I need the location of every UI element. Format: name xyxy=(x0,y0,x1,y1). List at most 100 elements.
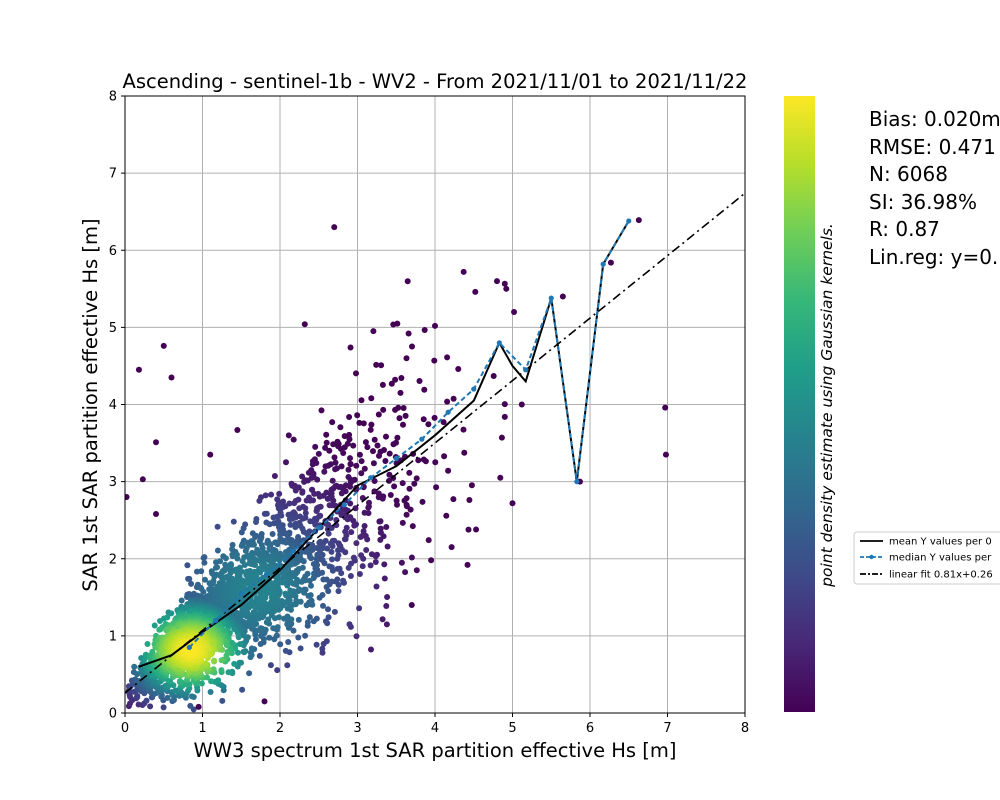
stat-si: SI: 36.98% xyxy=(869,189,977,214)
density-point xyxy=(415,457,422,464)
density-point xyxy=(368,421,375,428)
density-point xyxy=(256,652,263,659)
density-point xyxy=(466,497,473,503)
density-point xyxy=(311,490,318,497)
density-point xyxy=(386,471,393,478)
density-point xyxy=(268,491,275,498)
density-point xyxy=(331,608,338,615)
density-point xyxy=(413,567,420,574)
density-point xyxy=(329,543,336,550)
stat-r: R: 0.87 xyxy=(869,217,940,241)
density-point xyxy=(239,686,246,693)
density-point xyxy=(218,657,225,664)
outlier-point xyxy=(428,557,435,564)
stat-bias: Bias: 0.020m xyxy=(869,107,1000,131)
density-point xyxy=(215,677,222,684)
density-point xyxy=(356,605,363,612)
density-point xyxy=(360,528,367,535)
density-point xyxy=(450,395,457,402)
density-point xyxy=(384,594,391,600)
outlier-point xyxy=(635,217,642,224)
density-point xyxy=(450,496,457,503)
density-point xyxy=(299,515,306,522)
density-point xyxy=(402,412,409,419)
density-point xyxy=(301,589,308,596)
density-point xyxy=(403,355,410,362)
density-point xyxy=(277,641,284,648)
density-point xyxy=(270,514,277,521)
density-point xyxy=(299,489,306,496)
density-point xyxy=(345,564,352,571)
density-point xyxy=(265,616,272,623)
density-point xyxy=(198,680,205,687)
density-point xyxy=(147,703,154,710)
density-point xyxy=(425,421,432,428)
density-point xyxy=(348,529,355,536)
median-point xyxy=(341,502,347,508)
density-point xyxy=(214,523,221,530)
density-point xyxy=(353,540,360,547)
density-point xyxy=(186,681,193,688)
density-point xyxy=(364,536,371,543)
density-point xyxy=(322,463,329,470)
density-point xyxy=(356,451,363,458)
median-point xyxy=(471,386,477,392)
density-point xyxy=(370,460,377,467)
density-point xyxy=(376,452,382,459)
median-point xyxy=(290,548,296,554)
density-point xyxy=(421,386,428,393)
median-point xyxy=(548,295,554,301)
outlier-point xyxy=(301,321,308,328)
stat-n: N: 6068 xyxy=(869,162,948,186)
density-point xyxy=(302,505,309,512)
density-point xyxy=(331,454,338,461)
outlier-point xyxy=(135,366,142,373)
density-point xyxy=(236,659,243,666)
density-point xyxy=(347,455,353,462)
density-point xyxy=(326,502,333,509)
density-point xyxy=(247,654,254,661)
density-point xyxy=(238,542,245,549)
density-point xyxy=(208,678,215,685)
density-point xyxy=(390,441,397,448)
density-point xyxy=(301,478,308,485)
median-point xyxy=(368,475,374,481)
density-point xyxy=(405,330,412,337)
density-point xyxy=(201,554,208,561)
density-point xyxy=(251,541,257,548)
density-point xyxy=(406,485,413,492)
x-tick-label: 5 xyxy=(508,721,516,736)
density-point xyxy=(275,602,282,609)
density-point xyxy=(368,646,374,653)
outlier-point xyxy=(472,288,479,295)
density-point xyxy=(381,575,388,582)
outlier-point xyxy=(234,426,241,433)
outlier-point xyxy=(509,500,516,507)
density-point xyxy=(290,627,297,634)
density-point xyxy=(409,523,416,530)
density-point xyxy=(330,497,337,504)
density-point xyxy=(334,555,341,562)
outlier-point xyxy=(207,451,214,458)
density-point xyxy=(293,597,300,604)
density-point xyxy=(274,667,281,674)
density-point xyxy=(285,639,292,645)
density-point xyxy=(386,450,393,457)
density-point xyxy=(441,453,448,460)
density-point xyxy=(237,641,243,648)
density-point xyxy=(433,484,440,491)
density-point xyxy=(378,362,385,369)
density-point xyxy=(403,503,410,510)
density-point xyxy=(312,443,319,450)
density-point xyxy=(347,461,354,468)
density-point xyxy=(274,496,281,503)
density-point xyxy=(323,431,330,438)
y-tick-label: 3 xyxy=(109,475,117,490)
x-tick-label: 4 xyxy=(431,721,439,736)
density-point xyxy=(443,512,450,519)
density-point xyxy=(218,667,225,674)
density-point xyxy=(347,344,354,351)
outlier-point xyxy=(153,439,159,446)
density-point xyxy=(332,466,339,473)
density-point xyxy=(347,573,354,579)
